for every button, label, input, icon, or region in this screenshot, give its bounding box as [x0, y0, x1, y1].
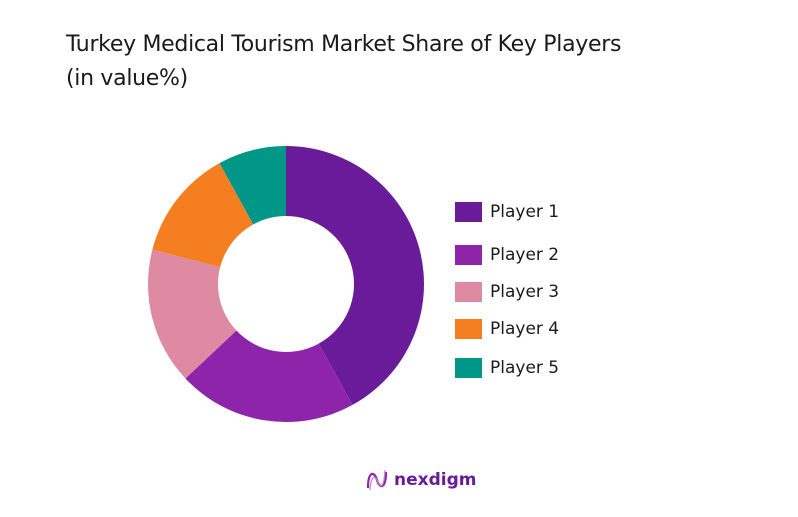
- nexdigm-wave-icon: [366, 469, 388, 491]
- legend-swatch: [455, 245, 482, 265]
- legend-item-player-2: Player 2: [455, 245, 559, 265]
- legend-label: Player 3: [490, 282, 560, 302]
- slice-player-5: [219, 146, 286, 225]
- legend-item-player-5: Player 5: [455, 358, 559, 378]
- legend-label: Player 1: [490, 202, 560, 222]
- legend-item-player-4: Player 4: [455, 319, 559, 339]
- nexdigm-logo: nexdigm: [366, 468, 476, 492]
- legend-swatch: [455, 282, 482, 302]
- legend-swatch: [455, 319, 482, 339]
- legend-item-player-1: Player 1: [455, 202, 559, 222]
- slice-player-2: [185, 330, 353, 422]
- legend-swatch: [455, 358, 482, 378]
- legend-label: Player 4: [490, 319, 560, 339]
- slice-player-3: [148, 249, 237, 379]
- title-line-2: (in value%): [66, 66, 188, 91]
- chart-title: Turkey Medical Tourism Market Share of K…: [66, 28, 621, 96]
- slice-player-1: [286, 146, 424, 405]
- slice-player-4: [152, 163, 254, 268]
- legend-label: Player 5: [490, 358, 560, 378]
- brand-name: nexdigm: [394, 470, 477, 490]
- legend-item-player-3: Player 3: [455, 282, 559, 302]
- legend-label: Player 2: [490, 245, 560, 265]
- title-line-1: Turkey Medical Tourism Market Share of K…: [66, 32, 622, 57]
- legend-swatch: [455, 202, 482, 222]
